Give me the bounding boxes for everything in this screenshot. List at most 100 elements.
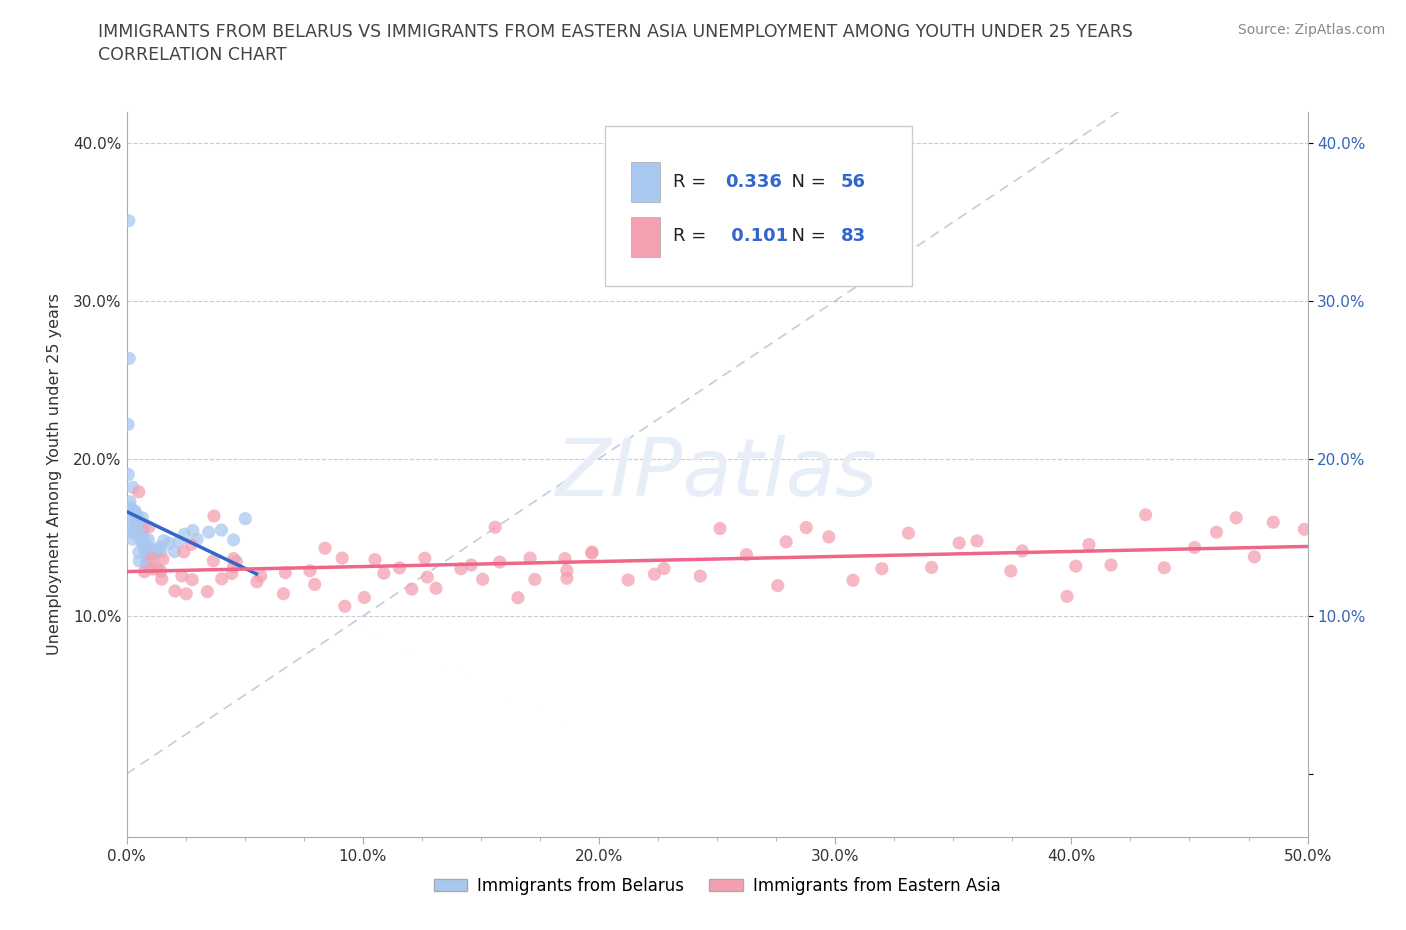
- Point: [146, 561, 169, 576]
- Point: [121, 525, 143, 540]
- Point: [818, 529, 841, 544]
- Point: [554, 551, 576, 566]
- Point: [149, 544, 172, 559]
- Point: [842, 573, 865, 588]
- Point: [134, 541, 156, 556]
- Point: [186, 532, 208, 547]
- Point: [581, 545, 603, 560]
- Point: [170, 568, 193, 583]
- Point: [122, 523, 145, 538]
- Point: [1099, 557, 1122, 572]
- Point: [173, 544, 195, 559]
- Point: [766, 578, 789, 593]
- Point: [125, 508, 148, 523]
- Point: [870, 561, 893, 576]
- Point: [124, 503, 146, 518]
- Point: [1000, 564, 1022, 578]
- Point: [148, 539, 170, 554]
- Text: Source: ZipAtlas.com: Source: ZipAtlas.com: [1237, 23, 1385, 37]
- Point: [120, 500, 142, 515]
- Point: [484, 520, 506, 535]
- Point: [617, 573, 640, 588]
- FancyBboxPatch shape: [631, 163, 661, 203]
- Point: [134, 565, 156, 579]
- Point: [211, 571, 233, 586]
- Text: ZIPatlas: ZIPatlas: [555, 435, 879, 513]
- Point: [163, 583, 186, 598]
- Point: [775, 535, 797, 550]
- Point: [125, 510, 148, 525]
- Point: [221, 566, 243, 581]
- Point: [246, 575, 269, 590]
- Point: [373, 565, 395, 580]
- Point: [1294, 522, 1316, 537]
- Point: [131, 519, 153, 534]
- Point: [1011, 543, 1033, 558]
- Point: [118, 213, 141, 228]
- Point: [460, 558, 482, 573]
- Point: [121, 480, 143, 495]
- Point: [138, 520, 160, 535]
- Point: [506, 591, 529, 605]
- Point: [174, 586, 197, 601]
- Point: [163, 544, 186, 559]
- Point: [142, 543, 165, 558]
- Point: [249, 568, 271, 583]
- Point: [330, 551, 353, 565]
- Point: [274, 565, 297, 580]
- Point: [118, 351, 141, 365]
- Point: [689, 568, 711, 583]
- Point: [948, 536, 970, 551]
- Point: [966, 534, 988, 549]
- Point: [488, 554, 510, 569]
- Point: [142, 562, 165, 577]
- Point: [167, 535, 190, 550]
- Point: [141, 551, 163, 566]
- Point: [117, 467, 139, 482]
- Point: [1205, 525, 1227, 539]
- Text: N =: N =: [780, 227, 831, 246]
- Point: [581, 546, 603, 561]
- Point: [124, 505, 146, 520]
- Point: [128, 485, 150, 499]
- Point: [138, 541, 160, 556]
- Point: [180, 537, 202, 551]
- Point: [202, 509, 225, 524]
- Text: 0.101: 0.101: [725, 227, 789, 246]
- Point: [735, 547, 758, 562]
- Text: 83: 83: [841, 227, 866, 246]
- Point: [128, 553, 150, 568]
- Point: [150, 572, 173, 587]
- Point: [173, 526, 195, 541]
- Point: [222, 533, 245, 548]
- Point: [1225, 511, 1247, 525]
- Point: [353, 590, 375, 604]
- Point: [149, 564, 172, 578]
- Point: [643, 566, 665, 581]
- Point: [519, 551, 541, 565]
- Point: [122, 532, 145, 547]
- Point: [143, 547, 166, 562]
- Text: CORRELATION CHART: CORRELATION CHART: [98, 46, 287, 64]
- Point: [127, 523, 149, 538]
- Point: [202, 553, 225, 568]
- Point: [1056, 589, 1078, 604]
- Point: [211, 523, 233, 538]
- Point: [128, 545, 150, 560]
- Point: [1184, 540, 1206, 555]
- Point: [152, 551, 174, 566]
- Point: [233, 512, 256, 526]
- Point: [333, 599, 356, 614]
- Point: [118, 503, 141, 518]
- FancyBboxPatch shape: [605, 126, 912, 286]
- Text: R =: R =: [673, 173, 713, 191]
- Point: [118, 494, 141, 509]
- Text: 56: 56: [841, 173, 866, 191]
- Point: [298, 564, 321, 578]
- Point: [364, 552, 387, 567]
- Point: [146, 542, 169, 557]
- Text: N =: N =: [780, 173, 831, 191]
- Point: [121, 508, 143, 523]
- Point: [131, 511, 153, 525]
- Point: [222, 551, 245, 566]
